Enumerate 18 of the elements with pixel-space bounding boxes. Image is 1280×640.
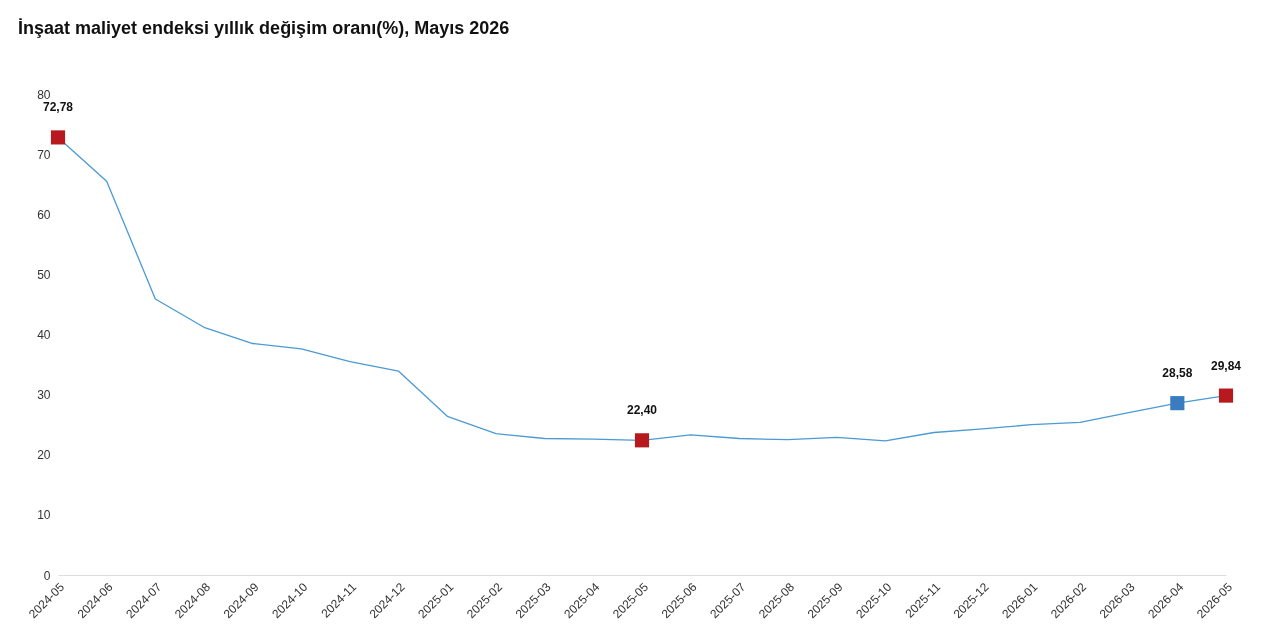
point	[1218, 388, 1234, 403]
y-tick-label: 50	[37, 267, 51, 282]
data-label: 22,40	[626, 403, 658, 418]
data-label: 29,84	[1210, 358, 1242, 373]
y-tick-label: 80	[37, 87, 51, 102]
y-tick-label: 60	[37, 207, 51, 222]
chart-title: İnşaat maliyet endeksi yıllık değişim oranı(%), Mayıs 2026	[18, 18, 510, 38]
y-tick-label: 40	[37, 328, 51, 342]
y-tick-label: 20	[37, 448, 51, 463]
y-tick-label: 10	[37, 508, 51, 523]
data-label: 72,78	[42, 100, 74, 115]
y-tick-label: 70	[37, 147, 51, 162]
point	[1170, 396, 1185, 411]
y-tick-label: 30	[37, 388, 51, 403]
data-label: 28,58	[1162, 366, 1193, 381]
point	[50, 130, 66, 145]
y-tick-label: 0	[43, 568, 51, 583]
point	[634, 433, 650, 448]
